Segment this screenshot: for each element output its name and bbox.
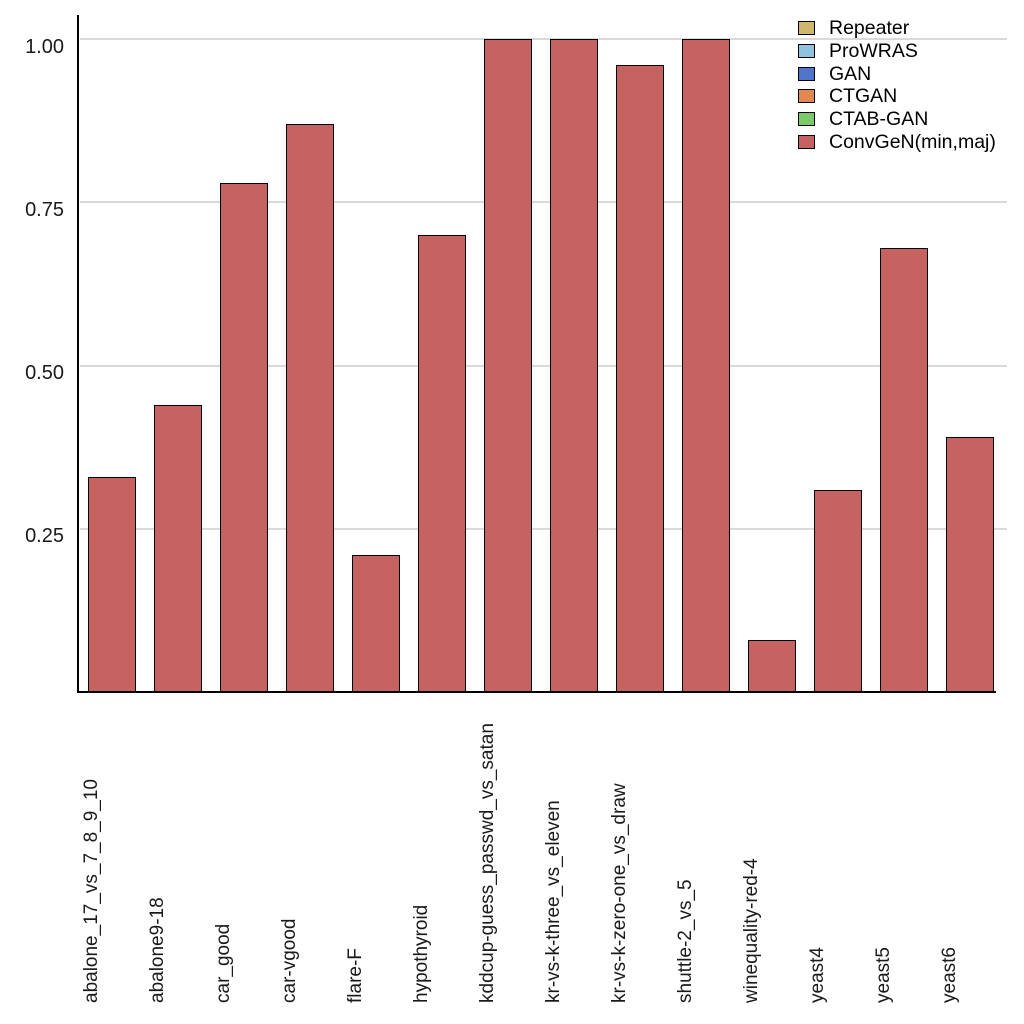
- y-tick-label-0.25: 0.25: [25, 525, 64, 548]
- x-tick-label-yeast5: yeast5: [873, 947, 894, 1003]
- legend-entry-GAN: GAN: [798, 62, 996, 85]
- gridline-0.50: [80, 364, 1007, 367]
- legend-entry-Repeater: Repeater: [798, 17, 996, 40]
- legend-swatch-icon: [798, 134, 815, 149]
- x-tick-label-winequality-red-4: winequality-red-4: [740, 858, 762, 1003]
- bar-flare-F: [351, 554, 400, 692]
- bar-yeast6: [946, 437, 995, 692]
- bar-shuttle-2_vs_5: [681, 39, 730, 692]
- x-tick-label-flare-F: flare-F: [344, 948, 366, 1003]
- bar-car-vgood: [285, 123, 334, 692]
- legend-label: Repeater: [829, 17, 910, 40]
- bar-winequality-red-4: [747, 639, 796, 692]
- gridline-0.75: [80, 201, 1007, 204]
- y-tick-label-0.50: 0.50: [25, 362, 64, 384]
- gridline-1.00: [80, 38, 1007, 40]
- y-tick-label-1.00: 1.00: [25, 35, 64, 58]
- legend-label: CTGAN: [829, 85, 898, 108]
- x-tick-label-kr-vs-k-zero-one_vs_draw: kr-vs-k-zero-one_vs_draw: [608, 783, 630, 1003]
- legend-entry-ConvGeN(min,maj): ConvGeN(min,maj): [798, 130, 996, 153]
- x-tick-label-hypothyroid: hypothyroid: [410, 904, 432, 1003]
- bar-kr-vs-k-zero-one_vs_draw: [615, 65, 664, 692]
- bar-yeast5: [880, 247, 928, 692]
- x-tick-label-abalone9-18: abalone9-18: [146, 897, 168, 1003]
- bar-kddcup-guess_passwd_vs_satan: [483, 39, 532, 692]
- legend-label: ConvGeN(min,maj): [829, 130, 996, 153]
- x-tick-label-shuttle-2_vs_5: shuttle-2_vs_5: [674, 879, 696, 1003]
- x-tick-label-car-vgood: car-vgood: [278, 918, 300, 1004]
- legend-swatch-icon: [798, 66, 815, 81]
- y-tick-label-0.75: 0.75: [25, 198, 64, 221]
- x-tick-label-kr-vs-k-three_vs_eleven: kr-vs-k-three_vs_eleven: [542, 800, 564, 1003]
- legend: Repeater ProWRAS GAN CTGAN CTAB-GAN ConvGeN(m…: [798, 17, 996, 153]
- bar-kr-vs-k-three_vs_eleven: [549, 39, 598, 692]
- x-axis-line: [77, 691, 996, 693]
- x-tick-label-yeast6: yeast6: [939, 947, 961, 1003]
- gridline-0.25: [80, 527, 1007, 530]
- bar-hypothyroid: [417, 234, 466, 692]
- legend-swatch-icon: [798, 21, 815, 36]
- x-tick-label-yeast4: yeast4: [806, 947, 828, 1003]
- bar-yeast4: [813, 489, 862, 692]
- y-axis-line: [77, 15, 79, 692]
- x-tick-label-abalone_17_vs_7_8_9_10: abalone_17_vs_7_8_9_10: [80, 779, 102, 1003]
- x-tick-label-car_good: car_good: [212, 923, 234, 1003]
- bar-car_good: [219, 182, 268, 692]
- legend-swatch-icon: [798, 112, 815, 127]
- legend-label: ProWRAS: [829, 40, 918, 63]
- legend-swatch-icon: [798, 89, 815, 104]
- legend-entry-ProWRAS: ProWRAS: [798, 40, 996, 63]
- legend-swatch-icon: [798, 44, 815, 59]
- bar-abalone_17_vs_7_8_9_10: [87, 476, 136, 692]
- legend-entry-CTGAN: CTGAN: [798, 85, 996, 108]
- legend-label: GAN: [829, 62, 872, 85]
- legend-entry-CTAB-GAN: CTAB-GAN: [798, 108, 996, 131]
- x-tick-label-kddcup-guess_passwd_vs_satan: kddcup-guess_passwd_vs_satan: [476, 723, 498, 1003]
- bar-abalone9-18: [153, 404, 202, 692]
- legend-label: CTAB-GAN: [829, 108, 929, 131]
